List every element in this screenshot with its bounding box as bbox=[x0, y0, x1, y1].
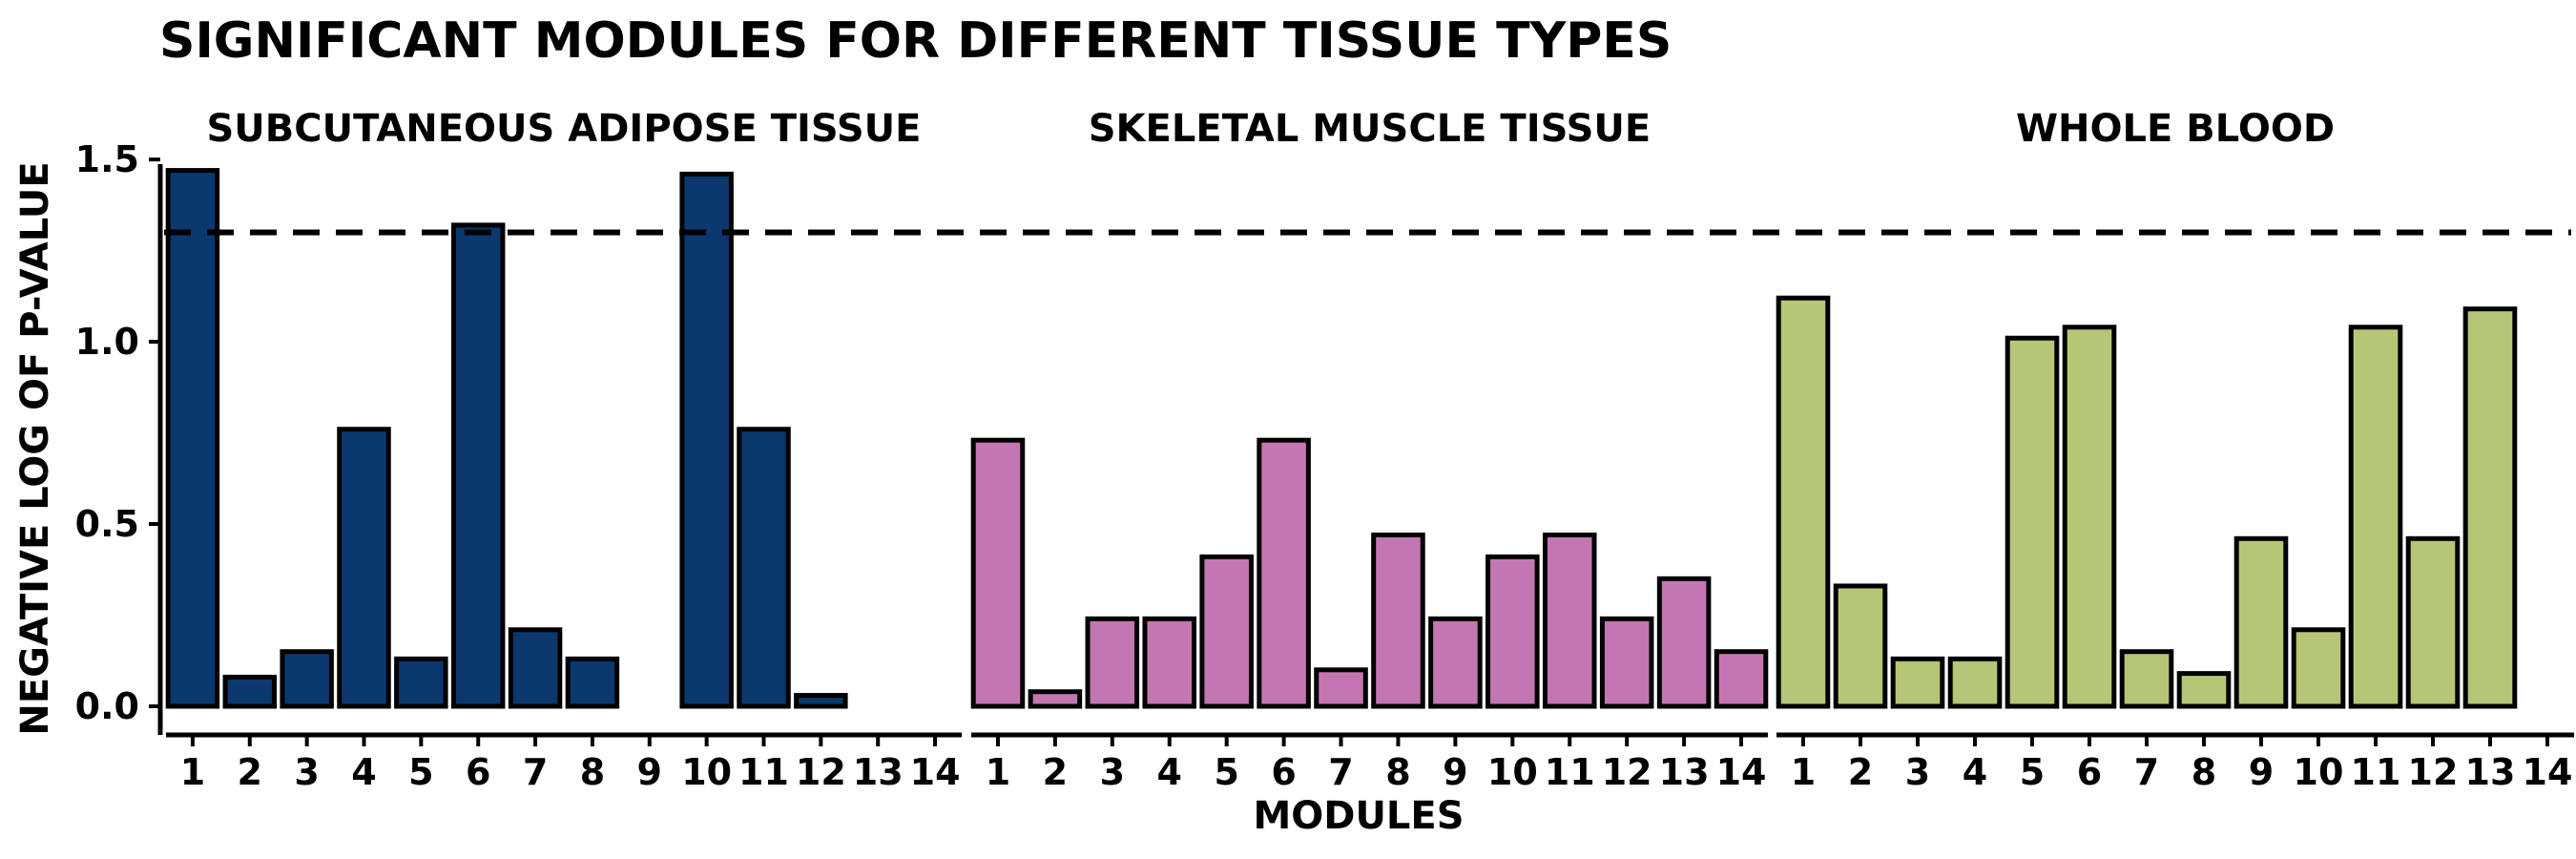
x-tick-label: 1 bbox=[986, 751, 1010, 793]
bar bbox=[794, 693, 848, 709]
bar bbox=[508, 627, 563, 709]
x-tick-label: 2 bbox=[1848, 751, 1873, 793]
x-tick-label: 10 bbox=[681, 751, 732, 793]
x-tick-label: 9 bbox=[1443, 751, 1467, 793]
x-tick-label: 4 bbox=[351, 751, 376, 793]
x-tick-label: 6 bbox=[2077, 751, 2102, 793]
x-tick-label: 13 bbox=[2465, 751, 2516, 793]
bar bbox=[1257, 437, 1311, 709]
bar bbox=[1890, 656, 1945, 709]
x-tick-label: 10 bbox=[1487, 751, 1538, 793]
bar bbox=[1085, 616, 1140, 709]
bar bbox=[2462, 306, 2518, 709]
bar bbox=[165, 168, 220, 709]
x-tick-label: 7 bbox=[523, 751, 548, 793]
x-tick-label: 5 bbox=[2020, 751, 2045, 793]
y-tick-label: 1.0 bbox=[75, 321, 139, 363]
bar bbox=[2062, 325, 2117, 709]
x-tick-label: 2 bbox=[238, 751, 262, 793]
x-tick-label: 9 bbox=[2249, 751, 2274, 793]
bar bbox=[1371, 532, 1425, 709]
bar bbox=[565, 656, 620, 709]
y-tick-label: 1.5 bbox=[75, 138, 139, 180]
x-tick-label: 3 bbox=[294, 751, 319, 793]
bar bbox=[2119, 649, 2174, 709]
x-tick-label: 14 bbox=[1716, 751, 1767, 793]
bar bbox=[1947, 656, 2003, 709]
x-tick-label: 12 bbox=[2408, 751, 2459, 793]
x-tick-label: 5 bbox=[1214, 751, 1238, 793]
bar bbox=[222, 674, 278, 709]
x-tick-label: 7 bbox=[2134, 751, 2159, 793]
bar bbox=[2176, 671, 2232, 709]
panel-title: SUBCUTANEOUS ADIPOSE TISSUE bbox=[207, 107, 922, 151]
bar bbox=[1314, 667, 1368, 709]
bar bbox=[1833, 583, 1888, 709]
y-axis-label: NEGATIVE LOG OF P-VALUE bbox=[13, 161, 57, 735]
x-tick-label: 3 bbox=[1905, 751, 1930, 793]
x-tick-label: 11 bbox=[738, 751, 789, 793]
x-tick-label: 12 bbox=[1602, 751, 1652, 793]
x-tick-label: 5 bbox=[408, 751, 433, 793]
x-tick-label: 1 bbox=[1791, 751, 1816, 793]
bar bbox=[1656, 576, 1712, 709]
bar bbox=[1776, 295, 1831, 709]
bar bbox=[450, 222, 506, 709]
bar bbox=[2348, 325, 2403, 709]
bar bbox=[337, 427, 391, 709]
panel-title: WHOLE BLOOD bbox=[2016, 107, 2335, 151]
x-tick-label: 4 bbox=[1963, 751, 1987, 793]
panel-title: SKELETAL MUSCLE TISSUE bbox=[1089, 107, 1651, 151]
bar bbox=[679, 171, 734, 709]
x-tick-label: 11 bbox=[2351, 751, 2401, 793]
bar bbox=[1199, 554, 1254, 709]
y-tick-label: 0.5 bbox=[75, 503, 139, 545]
bar bbox=[737, 427, 791, 709]
bar bbox=[2233, 535, 2289, 709]
bar bbox=[970, 437, 1026, 709]
plot-area: 0.0 0.5 1.0 1.5 SUBCUTANEOUS ADIPOSE TISSUE 1… bbox=[75, 107, 2574, 793]
x-tick-label: 8 bbox=[580, 751, 605, 793]
x-tick-label: 3 bbox=[1100, 751, 1125, 793]
bar bbox=[1599, 616, 1654, 709]
x-tick-label: 13 bbox=[1659, 751, 1710, 793]
bar bbox=[1714, 649, 1769, 709]
x-tick-label: 14 bbox=[2523, 751, 2573, 793]
bar bbox=[1428, 616, 1483, 709]
x-tick-label: 8 bbox=[2192, 751, 2216, 793]
bar bbox=[394, 656, 448, 709]
x-tick-label: 6 bbox=[466, 751, 490, 793]
x-tick-label: 8 bbox=[1385, 751, 1410, 793]
x-tick-label: 6 bbox=[1271, 751, 1296, 793]
bar bbox=[280, 649, 334, 709]
bar bbox=[1542, 532, 1597, 709]
bar bbox=[1485, 554, 1540, 709]
x-tick-label: 2 bbox=[1043, 751, 1068, 793]
x-tick-label: 14 bbox=[910, 751, 961, 793]
chart-title: SIGNIFICANT MODULES FOR DIFFERENT TISSUE… bbox=[159, 12, 1672, 70]
x-tick-label: 12 bbox=[796, 751, 846, 793]
x-tick-label: 11 bbox=[1545, 751, 1595, 793]
x-tick-label: 1 bbox=[180, 751, 205, 793]
x-tick-label: 10 bbox=[2294, 751, 2344, 793]
bar bbox=[2405, 535, 2461, 709]
bar bbox=[1028, 689, 1083, 709]
bar bbox=[2005, 335, 2060, 709]
x-tick-label: 9 bbox=[637, 751, 662, 793]
x-tick-label: 4 bbox=[1157, 751, 1182, 793]
x-tick-label: 7 bbox=[1328, 751, 1353, 793]
bar bbox=[2291, 627, 2346, 709]
bar bbox=[1142, 616, 1197, 709]
x-tick-label: 13 bbox=[853, 751, 904, 793]
x-axis-label: MODULES bbox=[1253, 794, 1464, 838]
y-tick-label: 0.0 bbox=[75, 685, 139, 727]
